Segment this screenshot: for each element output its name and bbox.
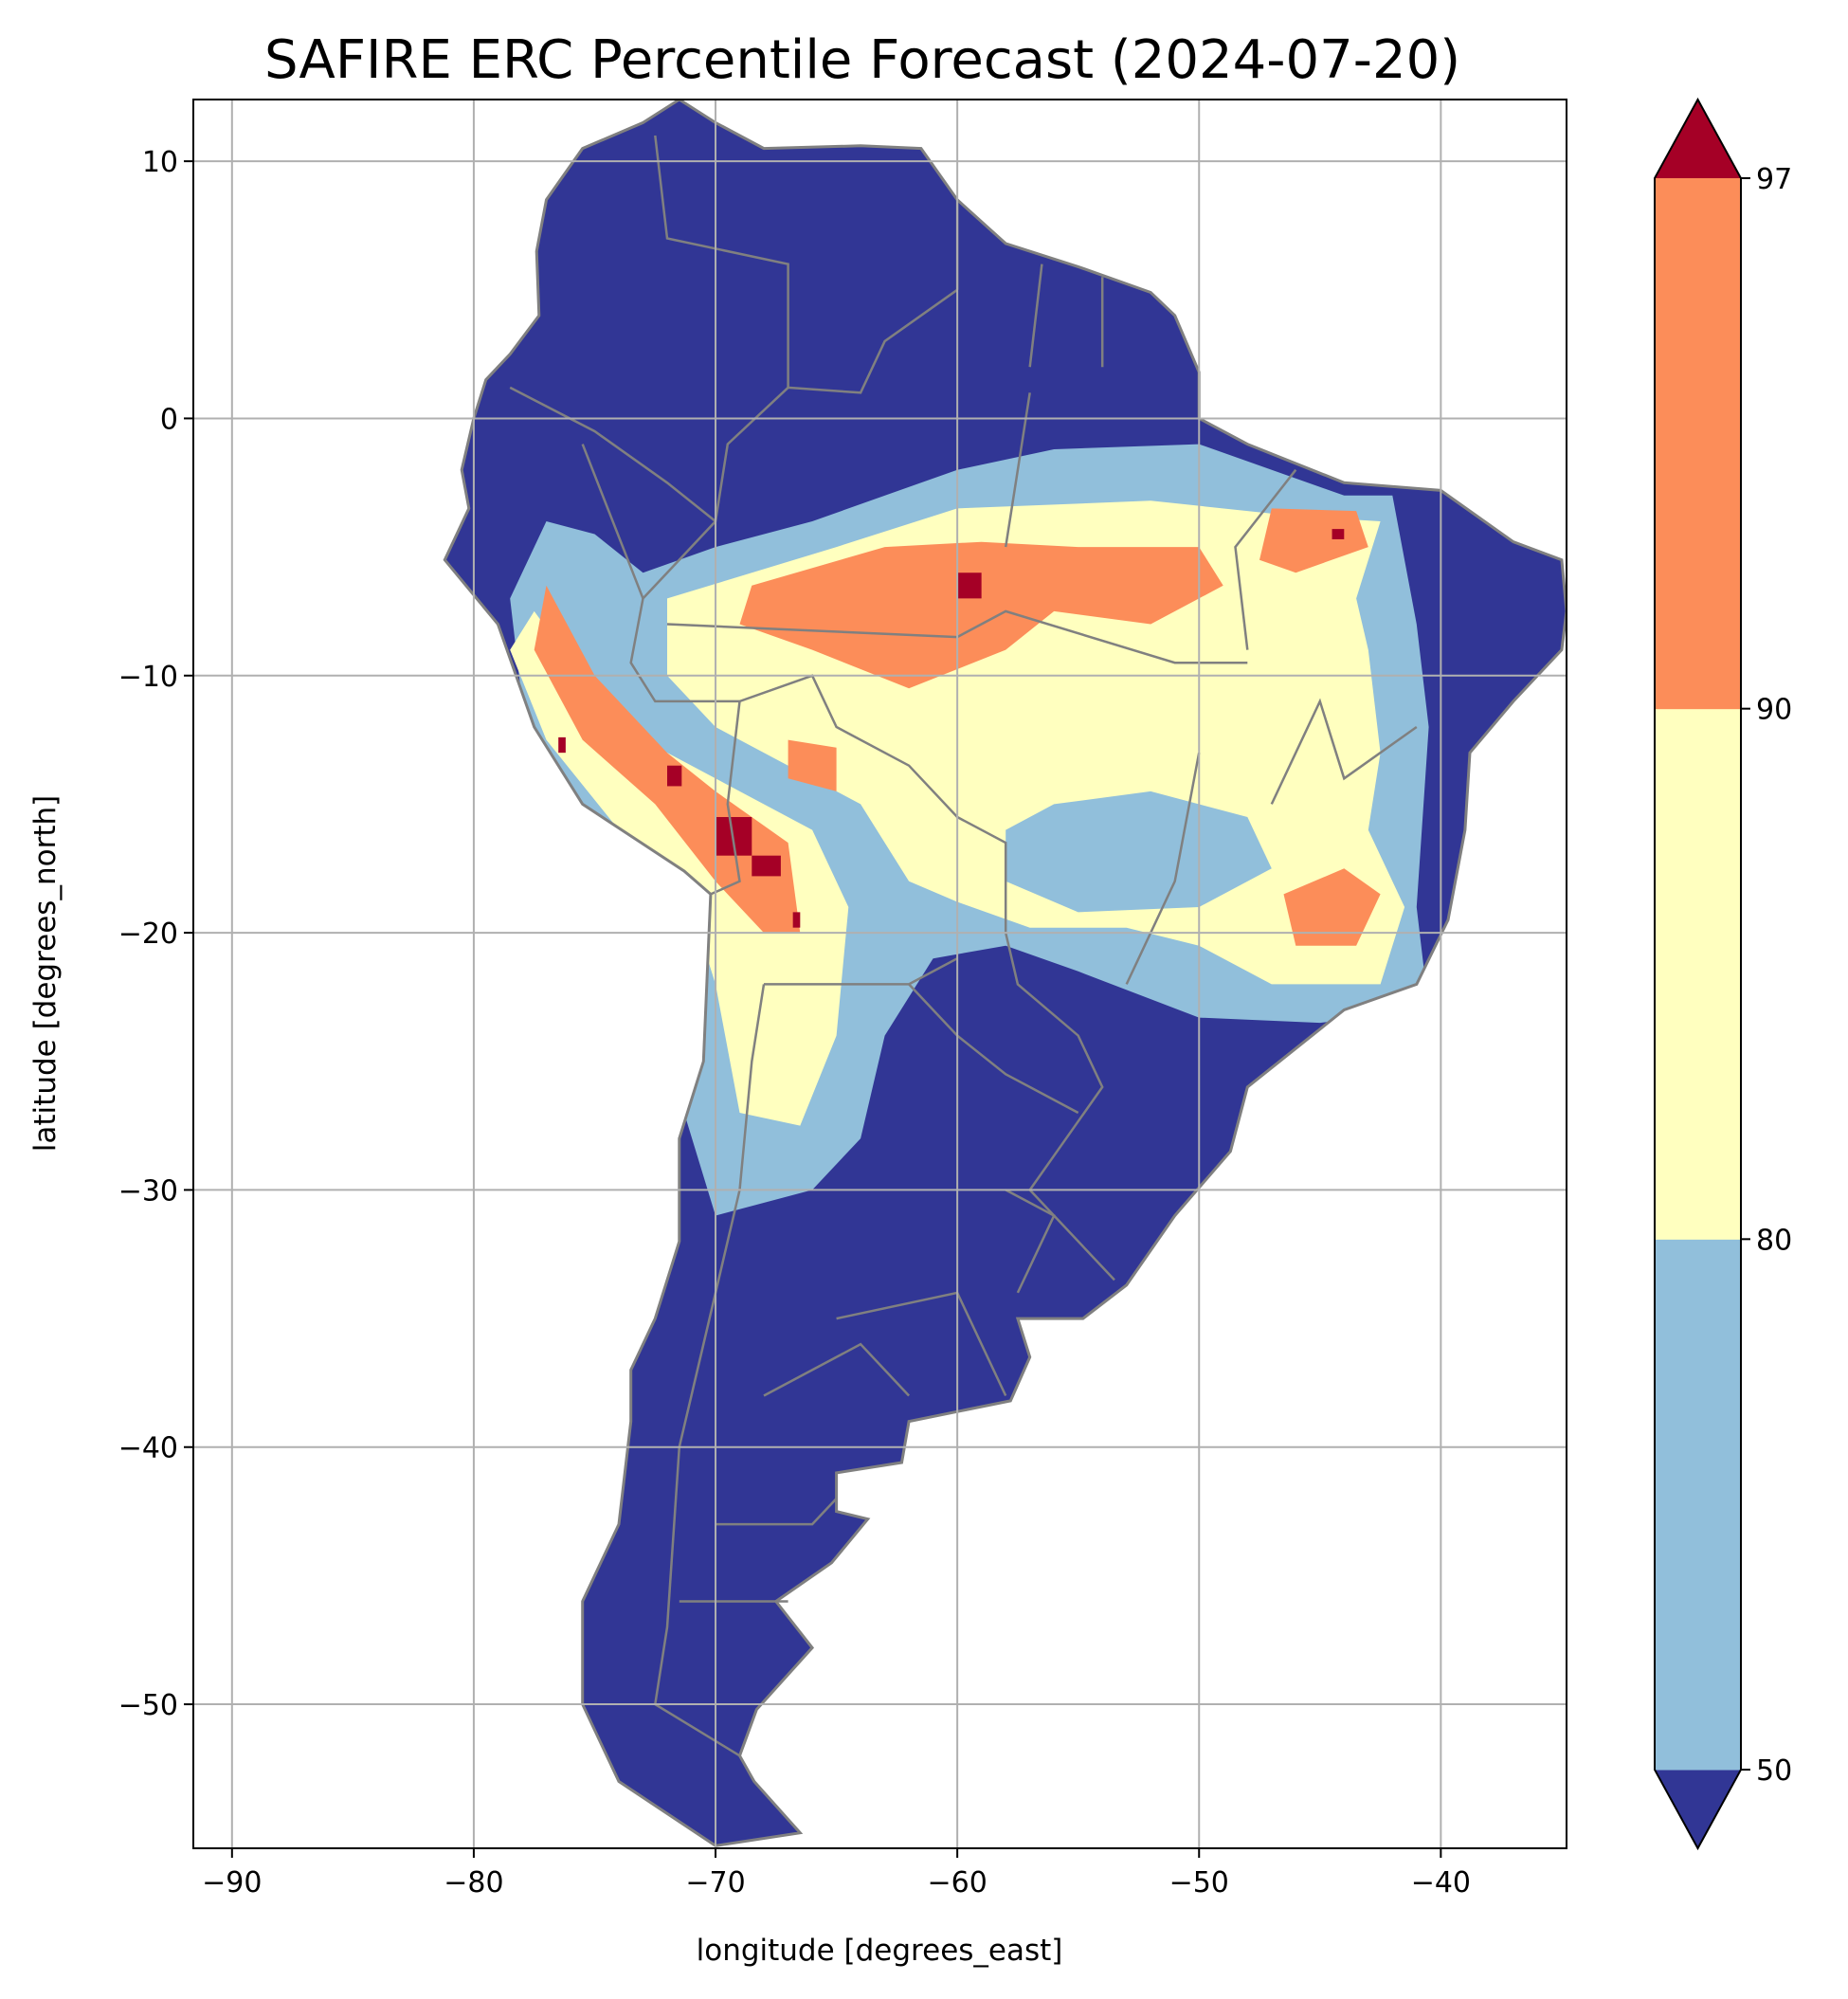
percentile-above-97-spot [752,855,781,877]
country-border [1028,264,1043,368]
country-border [654,135,789,388]
country-border [1270,698,1418,805]
country-border [653,984,766,1757]
y-tick-label: 0 [160,403,178,436]
country-border [1005,1189,1056,1294]
country-border [1125,752,1201,985]
country-border [710,700,741,896]
percentile-above-97-spot [792,912,801,928]
percentile-80-50-region [1006,791,1272,913]
x-axis: −90 −80 −70 −60 −50 −40 [202,1848,1471,1899]
y-tick-label: −50 [118,1689,178,1722]
colorbar-tick-label: 80 [1756,1224,1792,1257]
percentile-above-97-spot [667,765,682,787]
y-tick-label: −20 [118,918,178,951]
colorbar-extend-low [1655,1770,1741,1848]
country-borders [509,135,1418,1757]
country-border [908,983,1079,1115]
y-axis-label: latitude [degrees_north] [28,795,63,1152]
country-border [509,386,716,522]
x-tick-label: −50 [1169,1866,1229,1899]
percentile-above-97-spot [957,572,982,599]
colorbar-extend-high [1655,100,1741,178]
country-border [1234,468,1297,650]
y-tick-label: 10 [142,146,178,179]
chart-title: SAFIRE ERC Percentile Forecast (2024-07-… [264,29,1460,91]
colorbar-tick-label: 90 [1756,694,1792,727]
percentile-above-97-spot [1332,529,1345,539]
percentile-97-90-region [788,739,837,791]
x-tick-label: −70 [685,1866,745,1899]
country-border [716,1498,838,1526]
colorbar-segment [1655,708,1741,1240]
colorbar-segment [1655,1239,1741,1771]
x-tick-label: −90 [202,1866,262,1899]
y-tick-label: −40 [118,1432,178,1465]
coastline [443,100,1567,1847]
gridlines [193,100,1567,1848]
percentile-97-90-region [1283,868,1381,946]
country-border [764,957,958,986]
colorbar-tick-label: 97 [1756,163,1792,196]
colorbar: 50 80 90 97 [1654,97,1792,1851]
y-tick-label: −10 [118,661,178,694]
x-tick-label: −60 [927,1866,987,1899]
map-area [193,100,1567,1848]
percentile-above-97-spot [558,736,566,754]
country-border [763,1342,911,1397]
percentile-97-90-region [739,541,1223,689]
x-tick-label: −80 [444,1866,503,1899]
percentile-97-90-region [1259,508,1368,573]
axes-frame [192,99,1567,1849]
y-axis: 10 0 −10 −20 −30 −40 −50 [118,146,193,1722]
colorbar-tick-label: 50 [1756,1754,1792,1788]
y-tick-label: −30 [118,1174,178,1208]
country-border [581,444,644,599]
x-axis-label: longitude [degrees_east] [697,1934,1063,1968]
x-tick-label: −40 [1411,1866,1471,1899]
colorbar-segment [1655,178,1741,710]
